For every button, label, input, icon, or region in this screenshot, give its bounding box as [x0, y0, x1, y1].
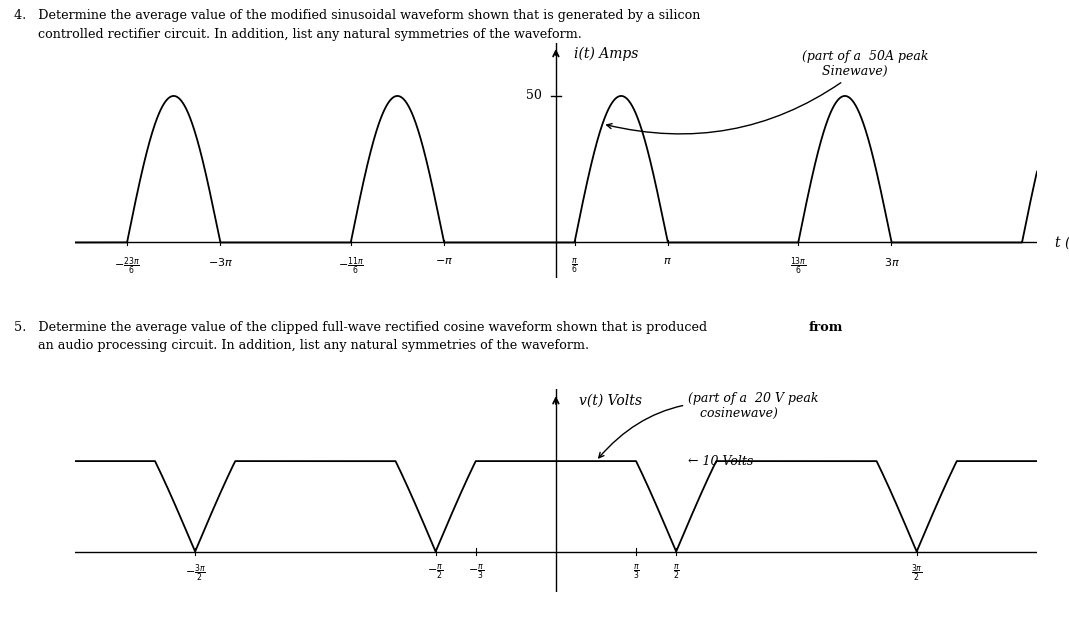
Text: 4.   Determine the average value of the modified sinusoidal waveform shown that : 4. Determine the average value of the mo…	[14, 9, 700, 22]
Text: ← 10 Volts: ← 10 Volts	[688, 455, 754, 468]
Text: an audio processing circuit. In addition, list any natural symmetries of the wav: an audio processing circuit. In addition…	[14, 339, 589, 352]
Text: t (s): t (s)	[1055, 236, 1069, 249]
Text: controlled rectifier circuit. In addition, list any natural symmetries of the wa: controlled rectifier circuit. In additio…	[14, 28, 582, 41]
Text: $\frac{3\pi}{2}$: $\frac{3\pi}{2}$	[911, 563, 923, 584]
Text: v(t) Volts: v(t) Volts	[578, 393, 641, 407]
Text: $-\frac{23\pi}{6}$: $-\frac{23\pi}{6}$	[114, 255, 140, 277]
Text: $\frac{13\pi}{6}$: $\frac{13\pi}{6}$	[790, 255, 807, 277]
Text: (part of a  20 V peak
   cosinewave): (part of a 20 V peak cosinewave)	[599, 392, 819, 458]
Text: $-\frac{\pi}{3}$: $-\frac{\pi}{3}$	[467, 563, 484, 581]
Text: $\pi$: $\pi$	[664, 255, 672, 266]
Text: $-\pi$: $-\pi$	[435, 255, 453, 266]
Text: from: from	[808, 321, 842, 334]
Text: $-\frac{\pi}{2}$: $-\frac{\pi}{2}$	[428, 563, 444, 581]
Text: 50: 50	[526, 89, 542, 102]
Text: $-3\pi$: $-3\pi$	[207, 255, 233, 268]
Text: $\frac{\pi}{6}$: $\frac{\pi}{6}$	[571, 255, 578, 275]
Text: $\frac{\pi}{2}$: $\frac{\pi}{2}$	[672, 563, 680, 581]
Text: $\frac{\pi}{3}$: $\frac{\pi}{3}$	[633, 563, 639, 581]
Text: i(t) Amps: i(t) Amps	[574, 46, 638, 60]
Text: (part of a  50A peak
     Sinewave): (part of a 50A peak Sinewave)	[607, 51, 929, 134]
Text: $3\pi$: $3\pi$	[884, 255, 899, 268]
Text: $-\frac{3\pi}{2}$: $-\frac{3\pi}{2}$	[185, 563, 205, 584]
Text: $-\frac{11\pi}{6}$: $-\frac{11\pi}{6}$	[338, 255, 363, 277]
Text: 5.   Determine the average value of the clipped full-wave rectified cosine wavef: 5. Determine the average value of the cl…	[14, 321, 711, 334]
